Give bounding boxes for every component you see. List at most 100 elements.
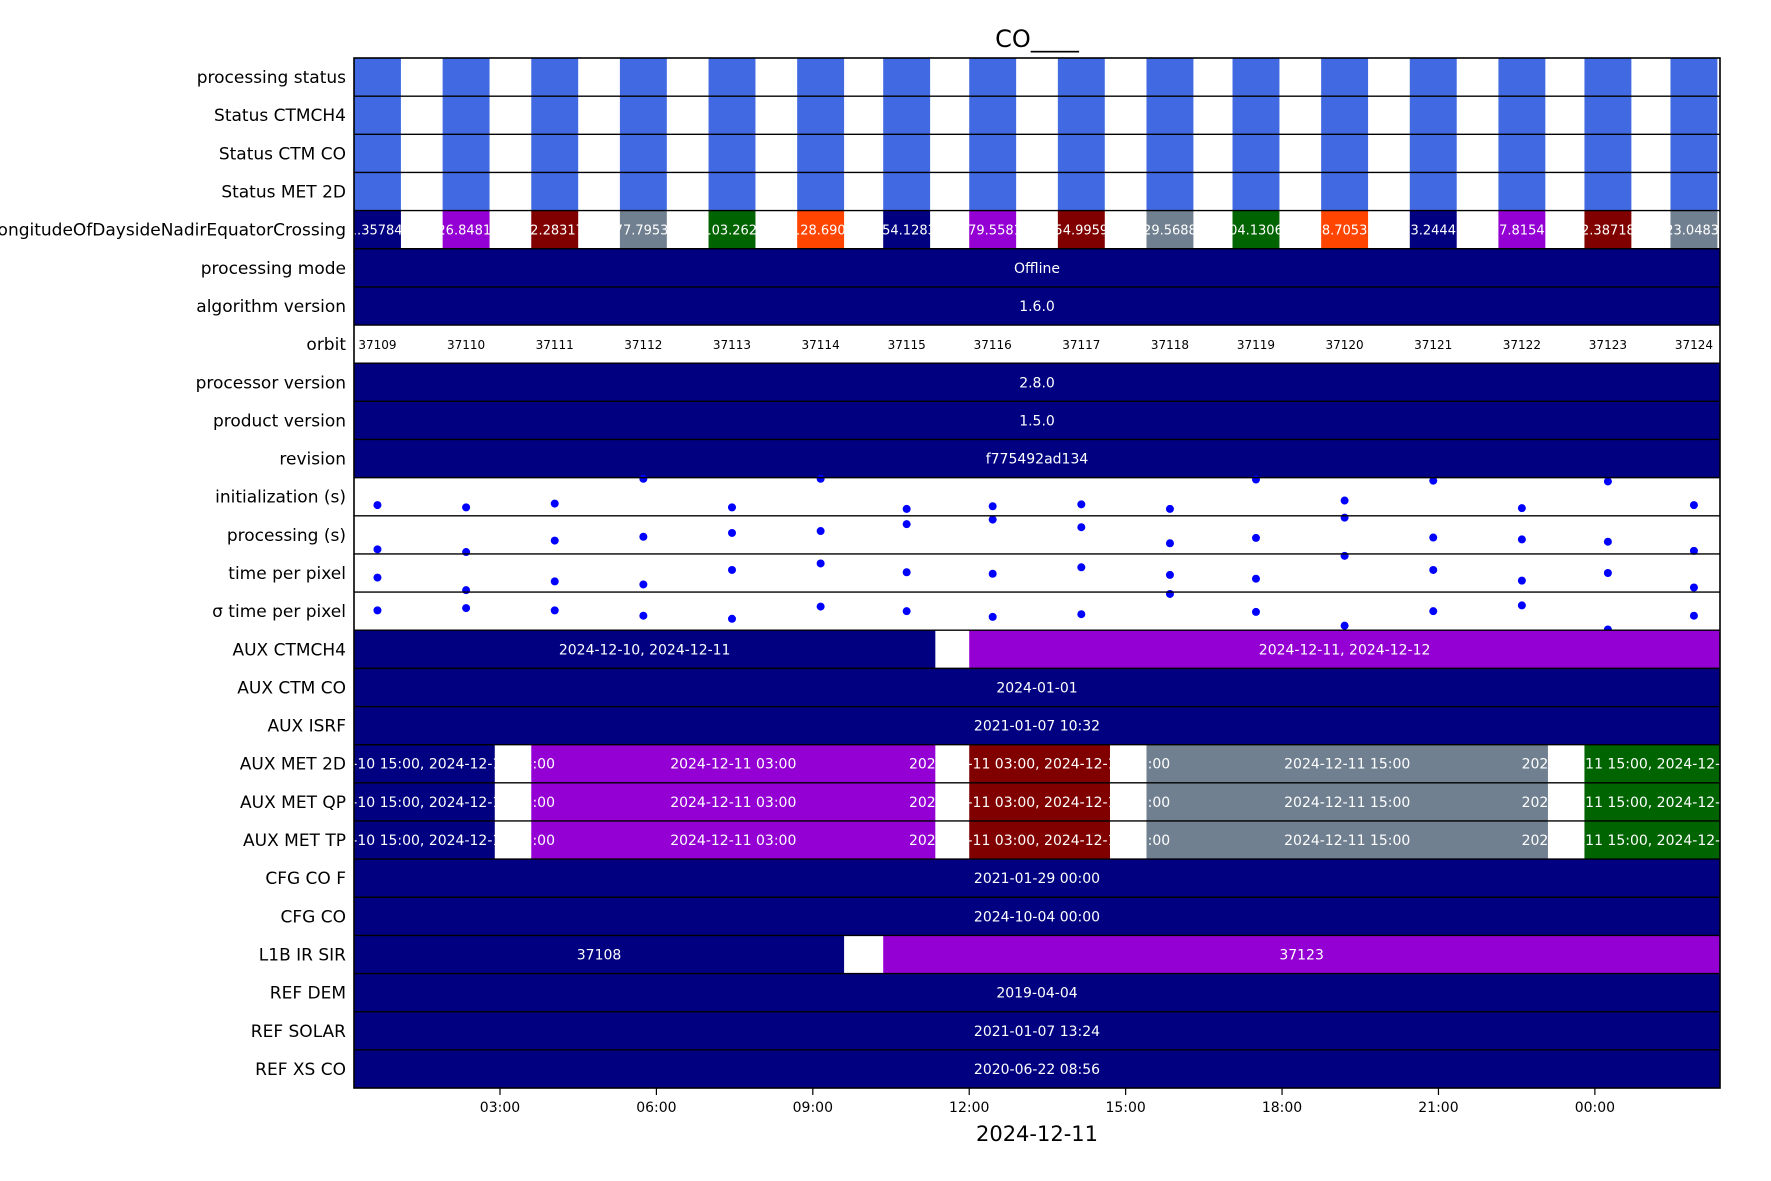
status-block (1146, 96, 1194, 135)
row-label-aux-met-tp: AUX MET TP (243, 831, 346, 851)
span-label: 2019-04-04 (996, 986, 1077, 1002)
metric-point (1429, 565, 1438, 574)
x-tick-label: 21:00 (1418, 1100, 1458, 1116)
longitude-value: -179.55813 (955, 224, 1030, 239)
status-block (531, 58, 579, 97)
x-axis: 03:00 06:00 09:00 12:00 15:00 18:00 21:00 00:00 (480, 1088, 1615, 1116)
status-block (1321, 96, 1369, 135)
status-block (1409, 134, 1457, 173)
span-segment (531, 782, 936, 821)
metric-point (1251, 607, 1260, 616)
metric-point (1077, 523, 1086, 532)
metric-point (1251, 475, 1260, 484)
row-label-product-version: product version (213, 411, 346, 431)
metric-point (988, 569, 997, 578)
metric-point (727, 614, 736, 623)
status-block (797, 172, 845, 211)
status-block (1670, 58, 1718, 97)
span-segment (1584, 820, 1720, 860)
longitude-value: 154.99596 (1046, 224, 1116, 239)
status-block (1584, 134, 1632, 173)
status-block (1409, 96, 1457, 135)
status-block (1057, 134, 1105, 173)
metric-point (988, 612, 997, 621)
metric-point (1077, 500, 1086, 509)
span-label: Offline (1014, 261, 1060, 277)
longitude-block (619, 210, 667, 249)
status-block (708, 58, 756, 97)
span-label: 2024-12-10, 2024-12-11 (559, 642, 731, 658)
span-segment (1584, 744, 1720, 783)
status-block (1146, 58, 1194, 97)
plot-frame (353, 57, 1721, 1089)
longitude-block (531, 210, 579, 249)
longitude-block (969, 210, 1017, 249)
row-label-aux-ctmch4: AUX CTMCH4 (232, 640, 346, 660)
status-block (354, 96, 401, 135)
metric-point (1689, 546, 1698, 555)
row-label-processor-version: processor version (196, 373, 346, 393)
row-label-processing-status: processing status (197, 68, 346, 88)
longitude-block (354, 210, 401, 249)
metric-point (373, 501, 382, 510)
metric-point (816, 559, 825, 568)
span-label: 2021-01-07 10:32 (974, 719, 1100, 735)
span-segment (1146, 744, 1548, 783)
status-block (1146, 172, 1194, 211)
row-label-status-met-2d: Status MET 2D (221, 183, 346, 203)
status-block (1498, 58, 1546, 97)
longitude-block (1409, 210, 1457, 249)
status-block (531, 134, 579, 173)
status-block (354, 58, 401, 97)
span-segment (969, 782, 1110, 821)
metric-point (462, 604, 471, 613)
metric-point (816, 474, 825, 483)
status-block (1584, 172, 1632, 211)
status-block (1321, 134, 1369, 173)
status-block (354, 172, 401, 211)
metric-point (902, 504, 911, 513)
row-label-status-ctm-co: Status CTM CO (219, 144, 346, 164)
longitude-value: -23.04834 (1661, 224, 1728, 239)
span-label: 2024-12-11 15:00, 2024-12-12 03:00 (1522, 757, 1771, 773)
row-label-algorithm-version: algorithm version (196, 297, 346, 317)
longitude-block (1232, 210, 1280, 249)
longitude-value: -103.2620 (699, 224, 766, 239)
span-label: 2024-10-04 00:00 (974, 909, 1100, 925)
status-block (354, 134, 401, 173)
span-label: 2021-01-29 00:00 (974, 871, 1100, 887)
orbit-number: 37110 (447, 338, 485, 352)
span-label: 2.8.0 (1019, 375, 1055, 391)
status-block (883, 96, 931, 135)
status-block (1057, 96, 1105, 135)
longitude-block (1321, 210, 1369, 249)
span-label: 2020-06-22 08:56 (974, 1062, 1100, 1078)
metric-point (816, 602, 825, 611)
span-segment (354, 782, 495, 821)
longitude-block (883, 210, 931, 249)
longitude-value: -26.84817 (433, 224, 500, 239)
span-segment (969, 820, 1110, 860)
orbit-number: 37122 (1503, 338, 1541, 352)
status-block (1584, 96, 1632, 135)
metric-point (1077, 563, 1086, 572)
metric-point (727, 565, 736, 574)
span-segment (531, 744, 936, 783)
span-label: 2024-12-11 03:00, 2024-12-11 15:00 (909, 833, 1170, 849)
metric-point (1517, 504, 1526, 513)
status-block (708, 172, 756, 211)
span-segment (354, 248, 1720, 287)
row-dividers (354, 95, 1720, 1051)
status-block (969, 172, 1017, 211)
row-label-processing-mode: processing mode (201, 259, 346, 279)
metric-point (639, 611, 648, 620)
orbit-number: 37119 (1237, 338, 1275, 352)
span-segment (354, 897, 1720, 936)
status-block (619, 58, 667, 97)
x-tick-label: 09:00 (793, 1100, 833, 1116)
metric-point (373, 606, 382, 615)
longitude-value: -128.6905 (787, 224, 854, 239)
metric-point (1077, 610, 1086, 619)
longitude-block (1498, 210, 1546, 249)
span-label: 2024-12-11 15:00 (1284, 757, 1410, 773)
